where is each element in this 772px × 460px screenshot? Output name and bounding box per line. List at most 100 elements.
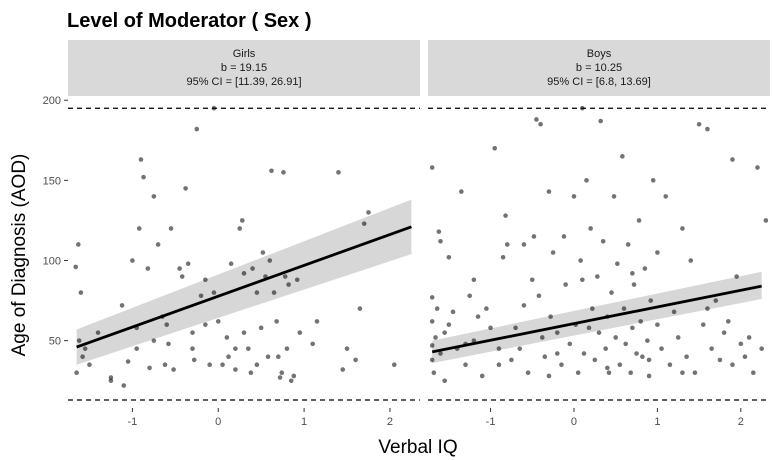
data-point	[78, 290, 84, 295]
data-point	[125, 359, 131, 364]
data-point	[598, 118, 603, 124]
data-point	[429, 357, 435, 363]
data-point	[696, 121, 702, 127]
x-tick-label: 1	[301, 416, 307, 428]
data-point	[588, 226, 593, 231]
data-point	[190, 330, 195, 335]
data-point	[546, 189, 552, 194]
data-point	[471, 277, 477, 283]
data-point	[177, 266, 182, 271]
data-point	[80, 354, 85, 360]
data-point	[509, 357, 514, 363]
data-point	[151, 338, 157, 343]
data-point	[580, 105, 585, 111]
data-point	[611, 194, 617, 199]
data-point	[640, 354, 645, 360]
data-point	[344, 346, 350, 351]
data-point	[621, 306, 627, 311]
data-point	[554, 330, 560, 335]
data-point	[531, 234, 537, 239]
data-point	[546, 373, 552, 379]
data-point	[615, 261, 620, 267]
data-point	[241, 330, 247, 335]
data-point	[578, 258, 583, 263]
data-point	[584, 178, 589, 183]
data-point	[496, 346, 502, 351]
data-point	[366, 210, 371, 215]
data-point	[258, 325, 264, 331]
data-point	[166, 341, 171, 347]
data-point	[646, 373, 652, 379]
data-point	[638, 319, 644, 324]
data-point	[705, 126, 710, 132]
data-point	[659, 346, 664, 351]
data-point	[561, 234, 567, 239]
data-point	[692, 370, 698, 376]
data-point	[226, 354, 231, 360]
y-tick-label: 100	[43, 256, 61, 268]
data-point	[525, 370, 531, 376]
data-point	[254, 362, 260, 368]
data-point	[433, 335, 438, 340]
data-point	[567, 341, 573, 347]
data-point	[224, 335, 230, 340]
data-point	[442, 330, 447, 335]
data-point	[503, 213, 508, 218]
x-tick-label: 2	[738, 416, 744, 428]
data-point	[617, 362, 623, 368]
data-point	[136, 226, 142, 231]
strip-boys	[428, 40, 770, 96]
data-point	[279, 370, 285, 376]
data-point	[688, 258, 694, 263]
data-point	[336, 170, 341, 175]
strip-boys-slope: b = 10.25	[576, 62, 622, 74]
data-point	[291, 373, 297, 379]
data-point	[680, 226, 685, 231]
data-point	[730, 157, 735, 162]
data-point	[596, 330, 602, 335]
data-point	[314, 319, 320, 324]
x-tick-label: 0	[571, 416, 577, 428]
confidence-band	[432, 271, 762, 364]
data-point	[179, 274, 185, 279]
data-point	[260, 250, 266, 255]
data-point	[646, 357, 652, 363]
data-point	[198, 293, 204, 299]
regression-line	[431, 284, 762, 354]
data-point	[281, 170, 286, 175]
data-point	[538, 121, 543, 127]
data-point	[642, 266, 648, 271]
data-point	[513, 325, 518, 331]
data-point	[539, 335, 545, 340]
data-point	[492, 145, 498, 151]
data-point	[517, 346, 523, 351]
strip-boys-ci: 95% CI = [6.8, 13.69]	[547, 76, 651, 88]
data-point	[446, 255, 452, 260]
data-point	[571, 194, 577, 199]
data-point	[436, 229, 442, 234]
data-point	[141, 174, 146, 180]
data-point	[671, 309, 677, 315]
data-point	[628, 370, 633, 376]
data-point	[488, 325, 493, 331]
data-point	[203, 322, 208, 327]
data-point	[548, 314, 553, 319]
data-point	[648, 298, 654, 303]
data-point	[211, 290, 217, 295]
regression-line	[76, 225, 412, 349]
data-point	[606, 370, 612, 376]
data-point	[438, 351, 443, 356]
data-point	[274, 319, 279, 324]
data-point	[759, 346, 764, 351]
data-point	[738, 341, 744, 347]
data-point	[600, 238, 606, 244]
data-point	[294, 277, 300, 283]
data-point	[185, 261, 191, 267]
data-point	[191, 357, 197, 363]
data-point	[357, 306, 363, 311]
data-point	[713, 298, 719, 303]
data-point	[554, 351, 560, 356]
data-point	[220, 362, 225, 368]
data-point	[663, 194, 669, 199]
x-axis-title: Verbal IQ	[378, 437, 457, 458]
